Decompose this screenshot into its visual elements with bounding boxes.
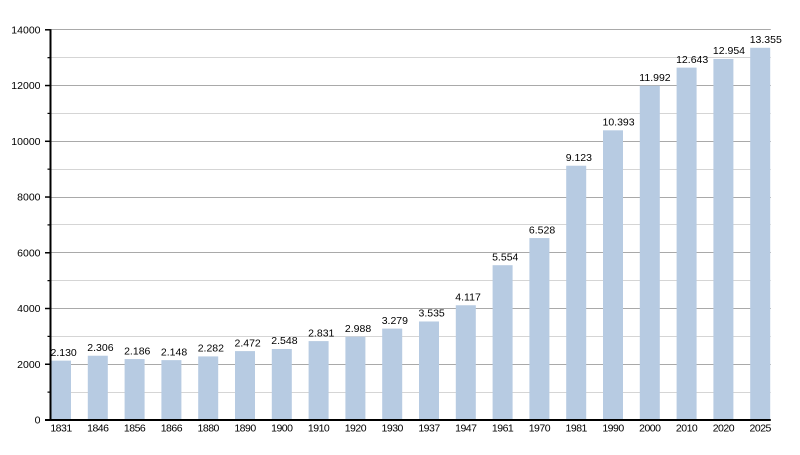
svg-text:2.130: 2.130 [51, 347, 77, 359]
svg-text:2025: 2025 [750, 423, 772, 435]
svg-text:1880: 1880 [198, 423, 220, 435]
svg-text:11.992: 11.992 [639, 72, 670, 84]
svg-text:1831: 1831 [50, 423, 72, 435]
svg-text:3.535: 3.535 [419, 308, 445, 320]
svg-text:14000: 14000 [11, 25, 40, 37]
svg-text:2.988: 2.988 [345, 323, 371, 335]
svg-text:2.831: 2.831 [308, 327, 334, 339]
svg-text:3.279: 3.279 [382, 315, 408, 327]
svg-text:1920: 1920 [345, 423, 367, 435]
svg-text:4000: 4000 [17, 303, 41, 315]
svg-text:2010: 2010 [676, 423, 698, 435]
svg-text:12000: 12000 [11, 80, 40, 92]
svg-text:12.643: 12.643 [676, 54, 708, 66]
svg-text:2020: 2020 [713, 423, 735, 435]
svg-text:1947: 1947 [455, 423, 477, 435]
svg-text:1856: 1856 [124, 423, 146, 435]
svg-text:1937: 1937 [418, 423, 440, 435]
svg-text:2.472: 2.472 [235, 337, 261, 349]
svg-text:2.306: 2.306 [87, 342, 113, 354]
svg-text:2000: 2000 [639, 423, 661, 435]
svg-text:1890: 1890 [234, 423, 256, 435]
svg-text:1910: 1910 [308, 423, 330, 435]
svg-text:8000: 8000 [17, 192, 41, 204]
svg-text:6.528: 6.528 [529, 224, 555, 236]
svg-text:2.282: 2.282 [198, 343, 224, 355]
svg-text:1846: 1846 [87, 423, 109, 435]
svg-text:2.186: 2.186 [124, 345, 150, 357]
svg-text:2.548: 2.548 [271, 335, 297, 347]
svg-text:2.148: 2.148 [161, 346, 187, 358]
svg-text:2000: 2000 [17, 359, 41, 371]
svg-text:9.123: 9.123 [566, 152, 592, 164]
svg-text:1930: 1930 [382, 423, 404, 435]
svg-text:12.954: 12.954 [713, 45, 745, 57]
svg-text:0: 0 [35, 415, 41, 427]
svg-text:10000: 10000 [11, 136, 40, 148]
svg-text:6000: 6000 [17, 247, 41, 259]
svg-text:13.355: 13.355 [750, 34, 782, 46]
svg-text:1961: 1961 [492, 423, 514, 435]
svg-text:1981: 1981 [566, 423, 588, 435]
svg-text:10.393: 10.393 [603, 117, 635, 129]
svg-text:1970: 1970 [529, 423, 551, 435]
svg-text:1990: 1990 [602, 423, 624, 435]
svg-text:4.117: 4.117 [455, 291, 481, 303]
svg-text:1900: 1900 [271, 423, 293, 435]
svg-text:5.554: 5.554 [492, 251, 518, 263]
svg-text:1866: 1866 [161, 423, 183, 435]
